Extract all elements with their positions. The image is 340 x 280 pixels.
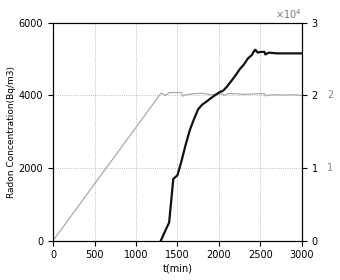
- X-axis label: t(min): t(min): [163, 263, 192, 273]
- Y-axis label: Radon Concentration(Bq/m3): Radon Concentration(Bq/m3): [7, 66, 16, 198]
- Text: $\times10^4$: $\times10^4$: [275, 7, 302, 21]
- Text: 2: 2: [327, 90, 333, 101]
- Text: 1: 1: [327, 163, 333, 173]
